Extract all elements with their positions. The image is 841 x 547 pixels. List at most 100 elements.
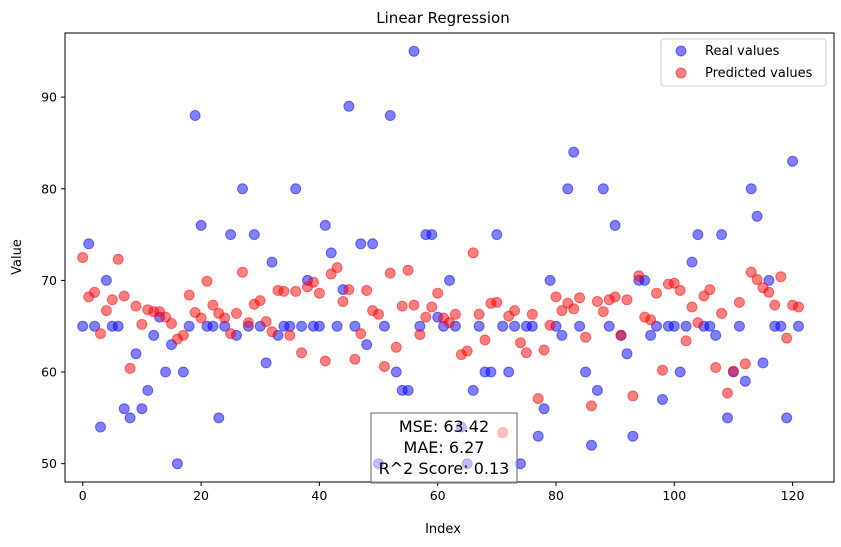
point-real [325, 247, 337, 259]
point-real [544, 274, 556, 286]
point-predicted [769, 299, 781, 311]
legend-label-predicted: Predicted values [705, 66, 813, 81]
point-real [580, 366, 592, 378]
metric-mae: MAE: 6.27 [404, 438, 485, 457]
point-real [793, 320, 804, 332]
point-predicted [237, 266, 248, 278]
point-predicted [686, 301, 698, 313]
point-real [574, 320, 586, 332]
point-real [136, 403, 148, 415]
point-predicted [793, 301, 804, 313]
point-predicted [89, 286, 101, 298]
point-predicted [775, 271, 787, 283]
point-predicted [574, 292, 586, 304]
point-predicted [313, 287, 325, 299]
point-real [722, 412, 733, 424]
point-real [183, 320, 195, 332]
x-tick-label: 80 [548, 488, 564, 503]
point-predicted [627, 390, 639, 402]
point-real [319, 219, 331, 231]
point-real [485, 366, 497, 378]
point-predicted [526, 308, 538, 320]
point-real [586, 439, 597, 451]
point-predicted [266, 326, 278, 338]
point-predicted [461, 345, 473, 357]
point-real [313, 320, 325, 332]
point-predicted [556, 305, 568, 317]
point-predicted [112, 253, 124, 265]
point-real [118, 403, 130, 415]
metrics-box: MSE: 63.42 MAE: 6.27 R^2 Score: 0.13 [370, 412, 518, 484]
point-real [124, 412, 136, 424]
point-real [378, 320, 390, 332]
y-tick-label: 70 [41, 273, 57, 288]
x-tick-label: 100 [662, 488, 686, 503]
point-predicted [219, 312, 231, 324]
point-predicted [278, 285, 290, 297]
point-predicted [260, 316, 272, 328]
point-predicted [615, 329, 627, 341]
metrics-frame [370, 412, 518, 484]
point-real [367, 238, 379, 250]
point-real [609, 219, 621, 231]
point-predicted [390, 341, 402, 353]
point-real [591, 384, 603, 396]
point-predicted [284, 329, 296, 341]
legend-marker-predicted [675, 67, 687, 79]
point-predicted [739, 358, 751, 370]
point-predicted [201, 275, 213, 287]
plot-marks [77, 45, 804, 470]
point-predicted [515, 337, 526, 349]
y-axis-label: Value [10, 239, 25, 275]
point-predicted [467, 247, 479, 259]
point-real [213, 412, 225, 424]
point-predicted [432, 287, 444, 299]
point-predicted [183, 289, 195, 301]
point-real [225, 229, 237, 241]
point-predicted [520, 347, 532, 359]
point-real [568, 146, 580, 158]
point-predicted [651, 287, 662, 299]
point-real [284, 320, 296, 332]
point-real [189, 110, 201, 121]
point-real [177, 366, 189, 378]
point-predicted [343, 284, 355, 296]
point-real [296, 320, 308, 332]
point-predicted [384, 267, 396, 279]
point-real [787, 155, 799, 167]
point-predicted [177, 329, 189, 341]
y-axis-ticks: 50 60 70 80 90 [41, 90, 65, 471]
point-real [497, 320, 509, 332]
point-predicted [420, 311, 432, 323]
x-tick-label: 0 [79, 488, 87, 503]
point-real [532, 430, 544, 442]
point-real [597, 183, 609, 195]
metric-mse: MSE: 63.42 [399, 417, 489, 436]
point-predicted [130, 300, 142, 312]
point-predicted [674, 285, 686, 296]
point-predicted [225, 328, 237, 340]
point-real [491, 229, 503, 241]
point-predicted [124, 362, 136, 374]
legend-label-real: Real values [705, 44, 780, 59]
point-predicted [745, 266, 757, 278]
point-predicted [444, 317, 455, 329]
point-predicted [242, 317, 254, 329]
point-predicted [538, 344, 550, 356]
point-real [556, 329, 568, 341]
x-axis-ticks: 0 20 40 60 80 100 120 [79, 482, 805, 503]
point-predicted [544, 319, 556, 331]
point-predicted [532, 393, 544, 405]
point-predicted [166, 318, 177, 329]
legend-marker-real [675, 45, 687, 57]
point-predicted [479, 334, 491, 346]
point-predicted [621, 294, 633, 306]
point-predicted [751, 274, 763, 285]
point-predicted [550, 291, 562, 303]
point-real [83, 238, 95, 250]
point-real [355, 238, 367, 250]
point-real [657, 394, 668, 405]
point-real [710, 329, 722, 341]
point-real [343, 100, 355, 112]
